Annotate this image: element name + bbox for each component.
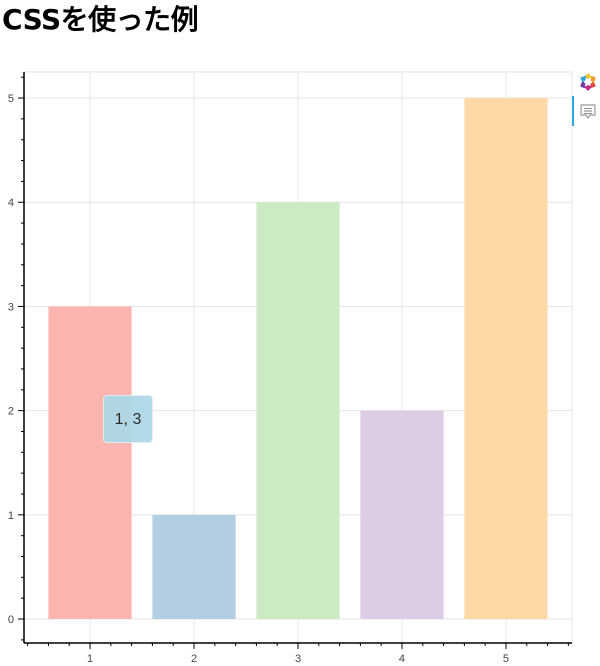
x-tick-label: 3 — [295, 653, 301, 665]
x-tick-label: 2 — [191, 653, 197, 665]
hover-tooltip-icon[interactable] — [579, 103, 597, 121]
page-title: CSSを使った例 — [2, 3, 199, 36]
bars — [48, 98, 548, 620]
x-tick-label: 4 — [399, 653, 405, 665]
x-tick-label: 1 — [87, 653, 93, 665]
bokeh-logo-icon[interactable] — [578, 72, 598, 92]
x-axis: 1 2 3 4 5 — [24, 642, 572, 665]
y-tick-label: 3 — [8, 301, 14, 313]
bar-4[interactable] — [360, 410, 444, 620]
y-tick-label: 2 — [8, 406, 14, 418]
hover-tooltip: 1, 3 — [103, 395, 153, 443]
plot-toolbar — [572, 72, 600, 132]
y-axis: 0 1 2 3 4 5 — [8, 72, 25, 643]
bar-3[interactable] — [256, 202, 340, 620]
x-tick-label: 5 — [503, 653, 509, 665]
y-tick-label: 4 — [8, 197, 14, 209]
y-tick-label: 0 — [8, 614, 14, 626]
active-tool-indicator — [572, 96, 574, 126]
y-tick-label: 5 — [8, 93, 14, 105]
bar-5[interactable] — [464, 98, 548, 620]
bar-2[interactable] — [152, 514, 236, 620]
bar-1[interactable] — [48, 306, 132, 620]
y-tick-label: 1 — [8, 510, 14, 522]
